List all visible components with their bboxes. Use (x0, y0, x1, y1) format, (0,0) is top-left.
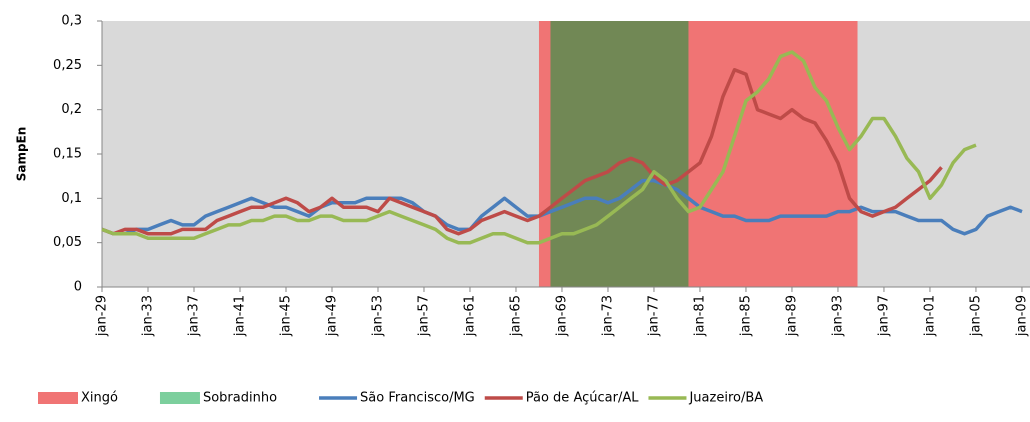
y-tick-label: 0 (74, 280, 82, 295)
series-line (101, 50, 977, 245)
legend-label: Pão de Açúcar/AL (526, 391, 639, 406)
legend-label: Xingó (81, 391, 118, 406)
x-tick-label: jan-89 (784, 295, 799, 337)
x-tick-label: jan-05 (968, 295, 983, 337)
x-tick-label: jan-33 (140, 295, 155, 337)
x-tick-label: jan-29 (95, 295, 110, 337)
x-tick-label: jan-65 (508, 295, 523, 337)
legend-swatch (38, 392, 78, 404)
x-tick-label: jan-49 (324, 295, 339, 337)
x-tick-label: jan-85 (738, 295, 753, 337)
x-tick-label: jan-81 (692, 295, 707, 337)
x-tick-label: jan-69 (554, 295, 569, 337)
x-tick-label: jan-97 (876, 295, 891, 337)
y-tick-label: 0,15 (53, 147, 82, 162)
x-tick-label: jan-01 (922, 295, 937, 337)
y-tick-label: 0,1 (61, 191, 82, 206)
x-tick-label: jan-37 (186, 295, 201, 337)
x-tick-label: jan-45 (278, 295, 293, 337)
y-tick-label: 0,25 (53, 58, 82, 73)
y-axis-label: SampEn (15, 127, 29, 182)
x-tick-label: jan-77 (646, 295, 661, 337)
x-tick-label: jan-09 (1014, 295, 1029, 337)
legend-swatch (159, 392, 200, 404)
x-tick-label: jan-41 (232, 295, 247, 337)
region (550, 21, 689, 287)
legend-label: São Francisco/MG (360, 391, 475, 406)
y-tick-label: 0,2 (61, 102, 82, 117)
x-tick-label: jan-61 (462, 295, 477, 337)
y-tick-label: 0,3 (61, 14, 82, 29)
series-line (101, 178, 1023, 236)
x-tick-label: jan-73 (600, 295, 615, 337)
y-tick-label: 0,05 (53, 235, 82, 250)
x-tick-label: jan-53 (370, 295, 385, 337)
legend-label: Sobradinho (203, 391, 277, 406)
x-tick-label: jan-93 (830, 295, 845, 337)
series-line (101, 68, 943, 236)
x-tick-label: jan-57 (416, 295, 431, 337)
legend-label: Juazeiro/BA (688, 391, 763, 406)
